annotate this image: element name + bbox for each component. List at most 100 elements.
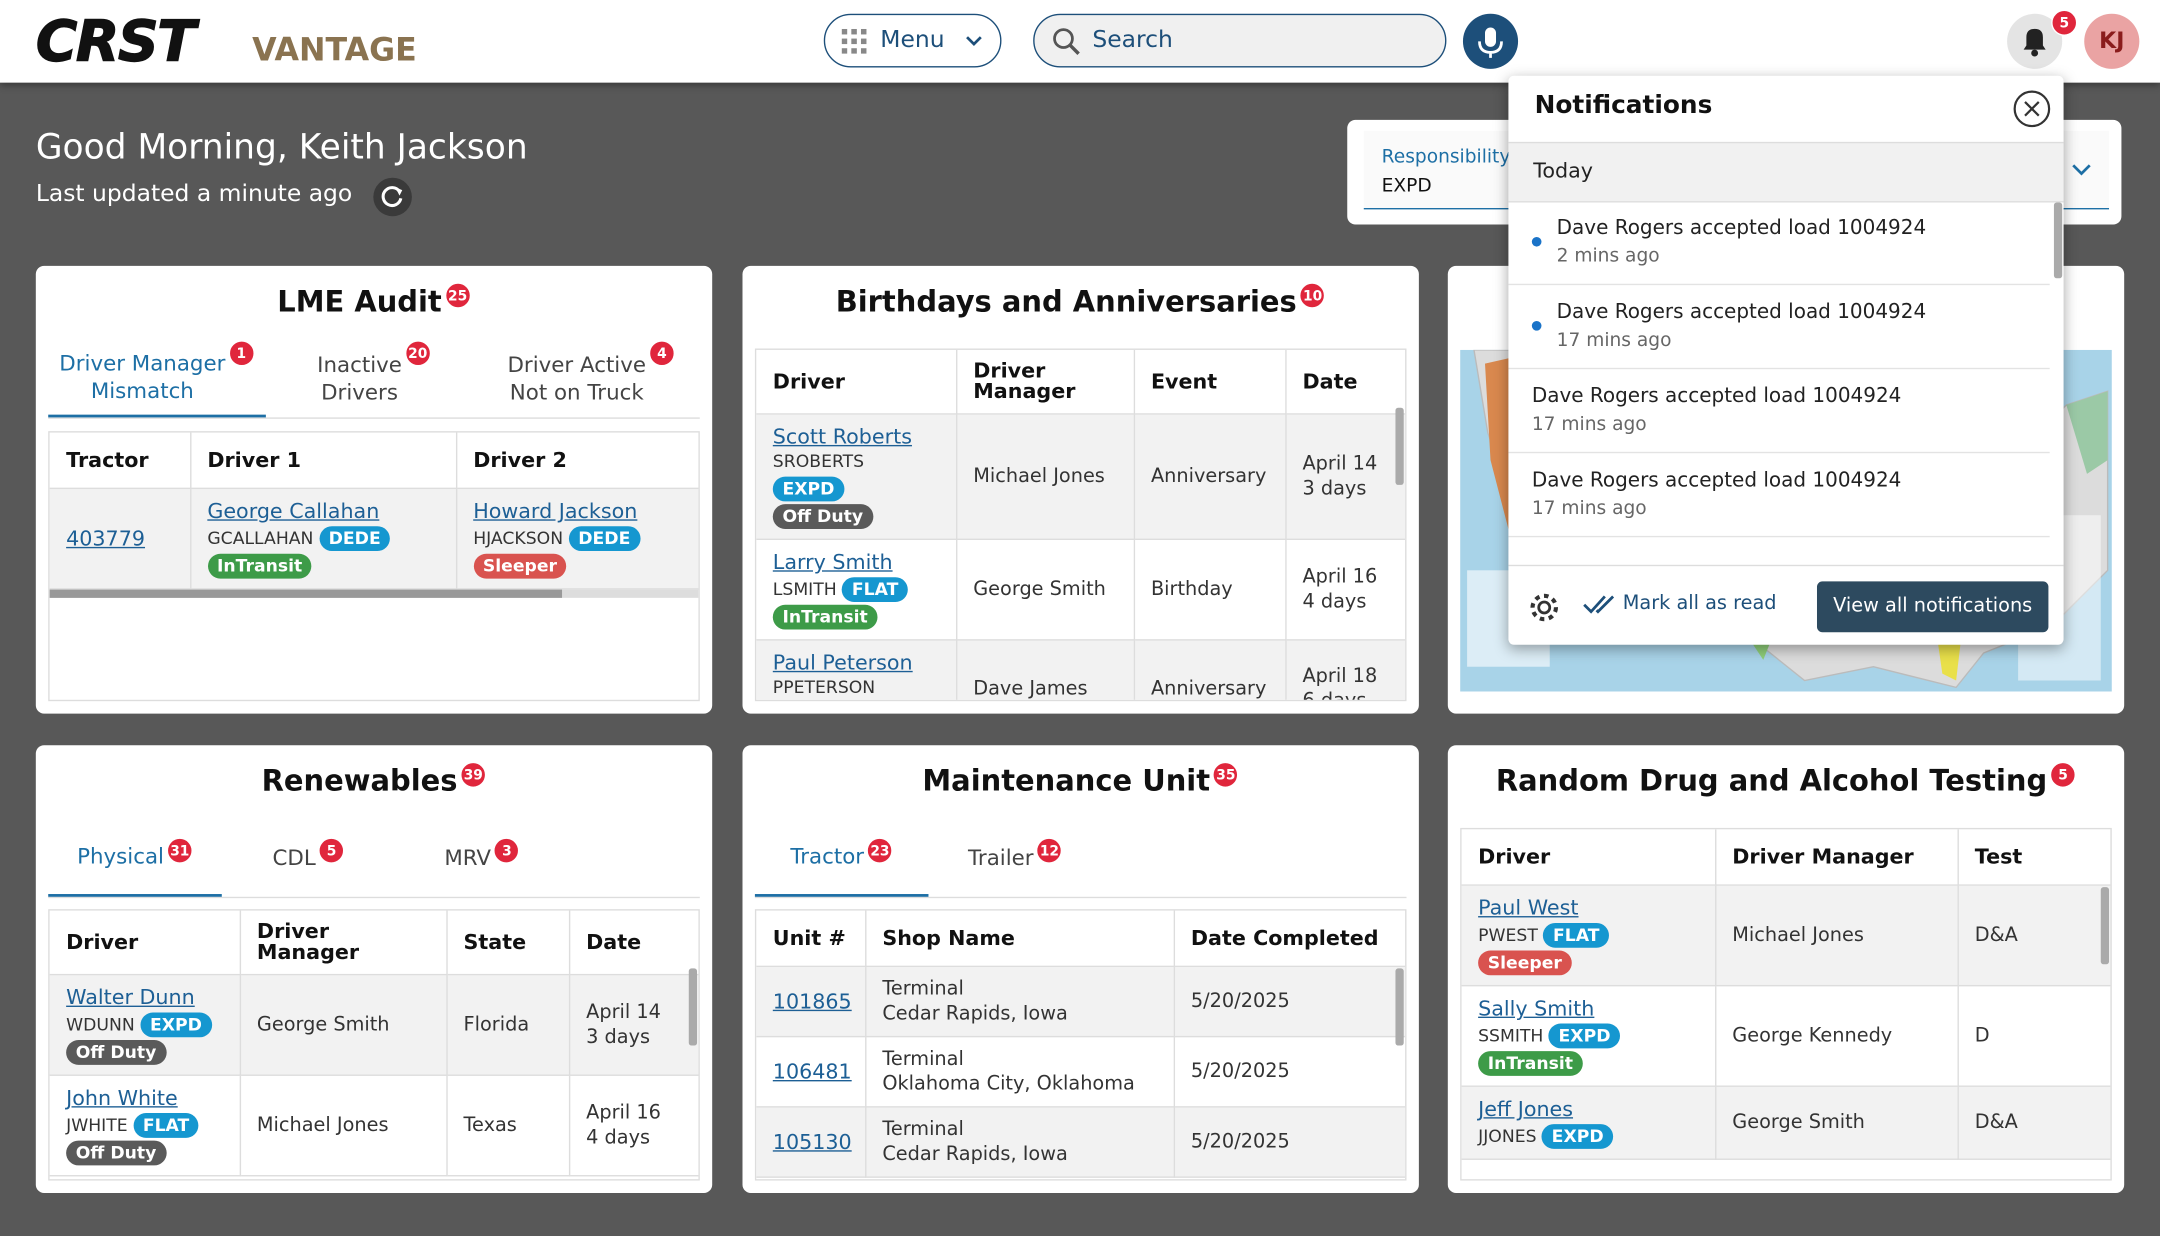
tab[interactable]: Driver Active Not on Truck 4	[483, 340, 700, 417]
status-pill: EXPD	[140, 1012, 212, 1038]
refresh-button[interactable]	[372, 176, 413, 217]
table-cell: Walter Dunn WDUNN EXPD Off Duty	[49, 974, 241, 1076]
tab-label: Driver Manager Mismatch	[59, 351, 226, 404]
tab[interactable]: CDL 5	[222, 820, 396, 897]
cell-line: 4 days	[1302, 590, 1367, 614]
mark-all-read[interactable]: Mark all as read	[1622, 592, 1777, 615]
header-row: Tractor Driver 1 Driver 2	[49, 432, 699, 490]
tabs: Physical 31 CDL 5 MRV 3	[48, 820, 700, 899]
notification-item[interactable]: Dave Rogers accepted load 1004924 17 mins…	[1508, 453, 2050, 538]
data-table: Driver Driver Manager State Date Walter Dunn…	[49, 910, 699, 1177]
status-pill: EXPD	[1548, 1023, 1621, 1049]
cell-link[interactable]: 105130	[772, 1129, 852, 1155]
cell-link[interactable]: Scott Roberts	[772, 424, 912, 450]
card: Maintenance Unit 35 Tractor 23 Trailer 12 Unit…	[742, 745, 1419, 1193]
notification-item[interactable]: Dave Rogers accepted load 1004924 17 mins…	[1508, 369, 2050, 454]
cell-link[interactable]: Howard Jackson	[473, 498, 638, 524]
table-cell: Paul West PWEST FLAT Sleeper	[1461, 885, 1716, 987]
tag-line: SSMITH EXPD	[1478, 1021, 1698, 1049]
header-row: Driver Driver Manager Event Date	[756, 349, 1406, 415]
status-pill: FLAT	[133, 1113, 199, 1138]
cell-link[interactable]: Larry Smith	[772, 549, 893, 575]
cell-line: Terminal	[882, 1118, 964, 1141]
card-badge: 25	[444, 282, 471, 309]
tab[interactable]: Trailer 12	[928, 820, 1102, 897]
notification-item[interactable]: Dave Rogers accepted load 1004924 2 mins …	[1508, 201, 2050, 286]
cell-text: 5/20/2025	[1190, 1060, 1290, 1083]
tab[interactable]: Inactive Drivers 20	[265, 340, 482, 417]
bell-button[interactable]	[2006, 12, 2064, 70]
notification-time: 17 mins ago	[1531, 497, 1647, 520]
grid-icon	[841, 28, 867, 54]
table-cell: April 14 3 days	[1285, 413, 1406, 540]
tab-label: Inactive Drivers	[317, 352, 402, 405]
cell-link[interactable]: John White	[66, 1085, 178, 1111]
card-title: Random Drug and Alcohol Testing 5	[1448, 761, 2124, 798]
cell-link[interactable]: Walter Dunn	[66, 984, 195, 1010]
tab-badge: 4	[648, 340, 675, 367]
notification-text: Dave Rogers accepted load 1004924	[1531, 385, 1902, 408]
tag-line: LSMITH FLAT	[773, 574, 939, 602]
cell-text: George Smith	[256, 1013, 390, 1036]
cell-text: D&A	[1974, 924, 2018, 947]
cell-link[interactable]: Sally Smith	[1478, 995, 1595, 1021]
v-scrollbar	[688, 968, 698, 1046]
column-header: Tractor	[49, 432, 191, 490]
tab-label: Trailer	[968, 845, 1034, 871]
table-cell: April 16 4 days	[1285, 539, 1406, 641]
tab[interactable]: Driver Manager Mismatch 1	[48, 340, 266, 418]
tag-line: Off Duty	[772, 501, 939, 529]
column-header: Date	[1285, 349, 1406, 415]
card-title: LME Audit 25	[36, 282, 712, 318]
settings-button[interactable]	[1528, 591, 1561, 624]
card-title-text: LME Audit	[277, 285, 442, 319]
table-cell: April 14 3 days	[568, 974, 699, 1076]
menu-button[interactable]: Menu	[823, 13, 1002, 68]
close-button[interactable]	[2013, 90, 2052, 129]
search-placeholder: Search	[1092, 26, 1173, 54]
group-label: Today	[1533, 158, 1593, 184]
cell-line: 6 days	[1302, 690, 1367, 702]
v-scrollbar	[1395, 968, 1404, 1046]
status-pill: FLAT	[1543, 922, 1610, 948]
table-row: Walter Dunn WDUNN EXPD Off Duty George Smith…	[49, 974, 699, 1076]
driver-code: WDUNN	[66, 1013, 135, 1035]
mic-button[interactable]	[1462, 12, 1520, 70]
status-pill: DEDE	[318, 526, 391, 552]
cell-line: Cedar Rapids, Iowa	[882, 1002, 1068, 1025]
cell-link[interactable]: Paul West	[1478, 895, 1579, 921]
h-scroll-track	[49, 589, 699, 598]
table-cell: George Smith	[239, 974, 448, 1076]
status-pill: InTransit	[772, 604, 878, 630]
card-title: Renewables 39	[36, 761, 712, 798]
table-head: Tractor Driver 1 Driver 2	[49, 432, 699, 490]
card-title-text: Birthdays and Anniversaries	[835, 285, 1297, 319]
notification-text: Dave Rogers accepted load 1004924	[1556, 217, 1927, 240]
notification-item[interactable]: Dave Rogers accepted load 1004924 17 mins…	[1508, 285, 2050, 370]
column-header: Driver	[1461, 829, 1716, 886]
cell-link[interactable]: 106481	[772, 1059, 852, 1085]
cell-link[interactable]: 101865	[772, 989, 852, 1014]
cell-link[interactable]: Jeff Jones	[1478, 1096, 1574, 1122]
search-box[interactable]: Search	[1033, 13, 1447, 68]
table-cell: Paul PetersonPPETERSONDEDE	[756, 639, 957, 700]
table-head: Unit # Shop Name Date Completed	[756, 910, 1406, 968]
view-all-button[interactable]: View all notifications	[1816, 581, 2049, 633]
table-wrap: Unit # Shop Name Date Completed 101865 Termi…	[754, 909, 1407, 1181]
tab[interactable]: Physical 31	[48, 820, 222, 897]
table-row: 101865 Terminal Cedar Rapids, Iowa 5/20/202…	[756, 966, 1406, 1038]
card-badge: 35	[1212, 761, 1239, 788]
tab[interactable]: MRV 3	[395, 820, 569, 897]
cell-link[interactable]: George Callahan	[207, 498, 380, 524]
tab[interactable]: Tractor 23	[754, 820, 929, 897]
cell-line: Terminal	[882, 1048, 964, 1071]
cell-link[interactable]: 403779	[66, 526, 146, 552]
field-value: EXPD	[1381, 174, 1432, 197]
card: Renewables 39 Physical 31 CDL 5 MRV 3 Driver Driv…	[35, 745, 713, 1193]
table-cell: April 16 4 days	[568, 1075, 699, 1177]
card-badge: 10	[1299, 282, 1326, 309]
table-cell: John White JWHITE FLAT Off Duty	[49, 1075, 241, 1177]
card-title: Birthdays and Anniversaries 10	[742, 282, 1418, 318]
avatar[interactable]: KJ	[2084, 13, 2140, 69]
cell-link[interactable]: Paul Peterson	[772, 650, 913, 675]
